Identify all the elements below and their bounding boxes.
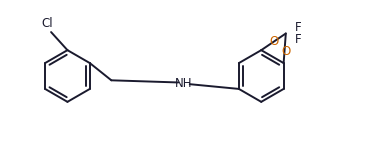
Text: Cl: Cl [42, 17, 53, 30]
Text: O: O [282, 45, 291, 58]
Text: F: F [295, 33, 302, 47]
Text: F: F [295, 21, 302, 34]
Text: O: O [269, 35, 278, 48]
Text: NH: NH [175, 77, 193, 90]
